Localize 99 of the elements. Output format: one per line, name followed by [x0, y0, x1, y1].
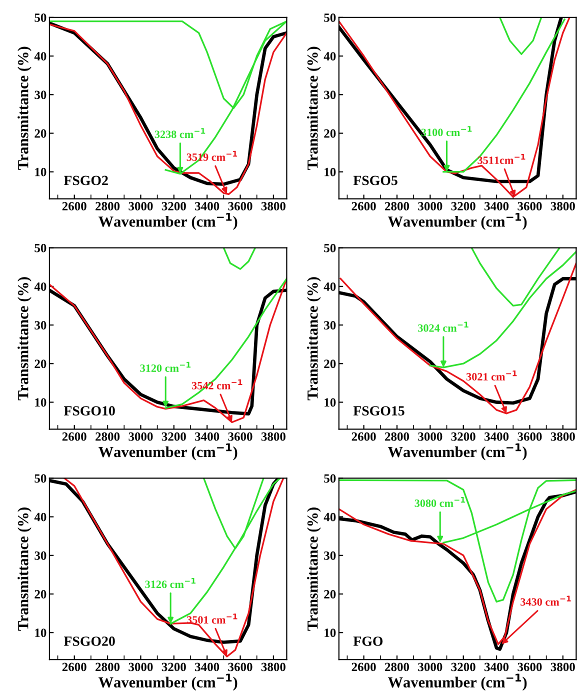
x-tick-label: 3000: [418, 662, 442, 672]
x-axis-title: Wavenumber (cm$^{−1}$): [388, 443, 527, 460]
x-tick-label: 2600: [352, 662, 376, 672]
x-tick-label: 2600: [62, 202, 86, 210]
annotation: 3126 cm$^{−1}$: [145, 578, 196, 588]
y-tick-label: 10: [35, 628, 46, 638]
y-tick-label: 20: [34, 129, 46, 138]
x-tick-label: 3000: [128, 202, 153, 210]
y-axis-title: Transmittance (%): [307, 277, 321, 400]
annotation: FSGO15: [353, 406, 404, 416]
annotation: FSGO10: [64, 406, 115, 416]
y-tick-label: 20: [34, 590, 46, 598]
x-tick-label: 3600: [518, 202, 542, 210]
x-tick-label: 3400: [195, 202, 220, 210]
annotation: FSGO2: [64, 176, 108, 186]
x-tick-label: 3200: [162, 202, 186, 210]
x-axis-title: Wavenumber (cm$^{−1}$): [388, 212, 527, 230]
y-tick-label: 10: [324, 628, 336, 638]
y-tick-label: 10: [324, 168, 336, 176]
y-tick-label: 10: [35, 168, 46, 176]
x-tick-label: 3400: [484, 202, 509, 210]
x-tick-label: 3800: [550, 202, 575, 210]
x-tick-label: 3800: [550, 432, 575, 441]
annotation: FSGO20: [64, 636, 115, 646]
x-axis-title: Wavenumber (cm$^{−1}$): [388, 674, 527, 691]
y-tick-label: 50: [34, 474, 46, 483]
y-tick-label: 30: [324, 551, 336, 560]
x-tick-label: 2600: [62, 662, 86, 672]
y-tick-label: 30: [324, 90, 336, 100]
y-axis-title: Transmittance (%): [307, 508, 321, 631]
x-tick-label: 3200: [162, 432, 186, 441]
x-tick-label: 3000: [418, 202, 442, 210]
y-tick-label: 20: [324, 360, 336, 368]
annotation: FSGO5: [353, 176, 398, 186]
y-tick-label: 40: [324, 512, 336, 522]
x-tick-label: 2600: [62, 432, 86, 441]
y-tick-label: 20: [324, 590, 336, 598]
annotation: 3021 cm$^{−1}$: [466, 370, 517, 381]
y-tick-label: 10: [35, 398, 46, 407]
y-tick-label: 50: [34, 244, 46, 252]
annotation: 3120 cm$^{−1}$: [140, 362, 191, 372]
y-axis-title: Transmittance (%): [18, 508, 32, 631]
y-tick-label: 30: [34, 551, 46, 560]
y-tick-label: 40: [34, 512, 46, 522]
y-tick-label: 40: [34, 282, 46, 291]
x-tick-label: 3000: [418, 432, 442, 441]
y-tick-label: 20: [324, 129, 336, 138]
y-axis-title: Transmittance (%): [18, 277, 32, 400]
x-tick-label: 3400: [195, 662, 220, 672]
x-axis-title: Wavenumber (cm$^{−1}$): [98, 674, 238, 691]
y-tick-label: 20: [34, 360, 46, 368]
y-tick-label: 40: [34, 52, 46, 61]
x-tick-label: 3200: [451, 662, 476, 672]
annotation: 3024 cm$^{−1}$: [418, 322, 468, 332]
x-tick-label: 3400: [195, 432, 220, 441]
x-tick-label: 2800: [96, 432, 120, 441]
x-tick-label: 3000: [128, 662, 153, 672]
x-tick-label: 3600: [228, 432, 252, 441]
x-tick-label: 3200: [451, 432, 476, 441]
annotation: 3080 cm$^{−1}$: [414, 496, 466, 507]
x-tick-label: 2800: [385, 202, 410, 210]
y-tick-label: 40: [324, 52, 336, 61]
annotation: 3511cm$^{−1}$: [478, 154, 526, 164]
y-tick-label: 30: [34, 321, 46, 330]
x-axis-title: Wavenumber (cm$^{−1}$): [98, 443, 238, 460]
y-tick-label: 50: [34, 13, 46, 22]
x-tick-label: 2800: [96, 202, 120, 210]
annotation: 3430 cm$^{−1}$: [520, 596, 571, 606]
y-tick-label: 10: [324, 398, 336, 407]
x-tick-label: 2600: [352, 202, 376, 210]
annotation: FGO: [353, 636, 383, 646]
y-axis-title: Transmittance (%): [18, 46, 32, 170]
y-tick-label: 50: [324, 474, 336, 483]
x-tick-label: 3800: [550, 662, 575, 672]
x-tick-label: 2800: [96, 662, 120, 672]
x-tick-label: 3000: [128, 432, 153, 441]
y-tick-label: 50: [324, 244, 336, 252]
x-tick-label: 3600: [518, 432, 542, 441]
y-tick-label: 50: [324, 13, 336, 22]
x-tick-label: 3400: [484, 662, 509, 672]
annotation: 3238 cm$^{−1}$: [154, 128, 206, 138]
x-tick-label: 3400: [484, 432, 509, 441]
x-tick-label: 3800: [261, 662, 286, 672]
x-tick-label: 2800: [385, 662, 410, 672]
y-axis-title: Transmittance (%): [307, 46, 321, 170]
y-tick-label: 30: [34, 90, 46, 100]
x-tick-label: 3200: [162, 662, 186, 672]
x-tick-label: 3800: [261, 202, 286, 210]
annotation: 3100 cm$^{−1}$: [421, 126, 472, 136]
x-tick-label: 2600: [352, 432, 376, 441]
x-tick-label: 3600: [518, 662, 542, 672]
x-tick-label: 3800: [261, 432, 286, 441]
x-tick-label: 3600: [228, 202, 252, 210]
x-tick-label: 3200: [451, 202, 476, 210]
x-tick-label: 3600: [228, 662, 252, 672]
x-tick-label: 2800: [385, 432, 410, 441]
y-tick-label: 40: [324, 282, 336, 291]
x-axis-title: Wavenumber (cm$^{−1}$): [98, 212, 238, 230]
y-tick-label: 30: [324, 321, 336, 330]
